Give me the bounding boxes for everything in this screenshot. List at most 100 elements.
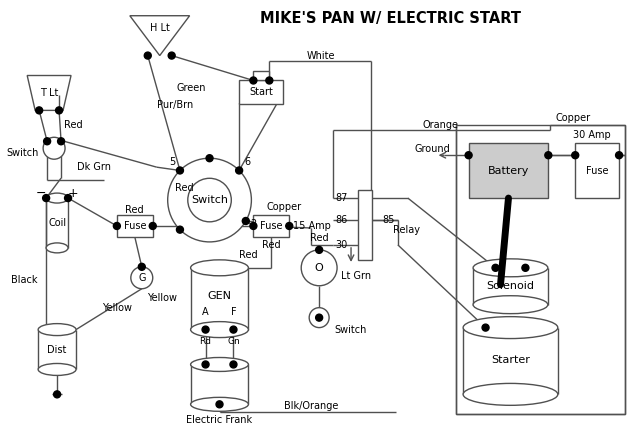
Text: GEN: GEN bbox=[207, 291, 232, 301]
Circle shape bbox=[168, 52, 175, 59]
Bar bbox=[575, 143, 619, 198]
Text: 2: 2 bbox=[251, 219, 257, 229]
Circle shape bbox=[188, 178, 231, 222]
Bar bbox=[468, 143, 548, 198]
Ellipse shape bbox=[191, 260, 248, 276]
Circle shape bbox=[616, 152, 623, 159]
Circle shape bbox=[216, 401, 223, 408]
Text: Black: Black bbox=[11, 275, 37, 285]
Text: Dist: Dist bbox=[47, 345, 67, 355]
Circle shape bbox=[54, 391, 61, 398]
Circle shape bbox=[482, 324, 489, 331]
Text: 87: 87 bbox=[335, 193, 348, 203]
Circle shape bbox=[43, 194, 50, 201]
Text: 30 Amp: 30 Amp bbox=[573, 130, 611, 140]
Text: White: White bbox=[307, 51, 335, 61]
Bar bbox=[253, 215, 289, 237]
Circle shape bbox=[301, 250, 337, 286]
Text: Red: Red bbox=[125, 205, 144, 215]
Text: Blk/Orange: Blk/Orange bbox=[284, 401, 339, 411]
Text: 6: 6 bbox=[244, 158, 250, 168]
Text: Switch: Switch bbox=[7, 148, 39, 158]
Text: 30: 30 bbox=[336, 240, 348, 250]
Ellipse shape bbox=[191, 358, 248, 372]
Ellipse shape bbox=[46, 193, 68, 203]
Text: Red: Red bbox=[175, 184, 193, 194]
Circle shape bbox=[236, 167, 243, 174]
Circle shape bbox=[168, 158, 252, 242]
Text: F: F bbox=[230, 307, 236, 317]
Circle shape bbox=[138, 263, 145, 270]
Circle shape bbox=[202, 326, 209, 333]
Text: Red: Red bbox=[64, 120, 83, 130]
Bar bbox=[358, 190, 372, 260]
Text: Red: Red bbox=[239, 250, 258, 260]
Text: Relay: Relay bbox=[393, 225, 420, 235]
Text: Fuse: Fuse bbox=[124, 221, 146, 231]
Text: MIKE'S PAN W/ ELECTRIC START: MIKE'S PAN W/ ELECTRIC START bbox=[260, 11, 522, 26]
Text: Red: Red bbox=[310, 233, 328, 243]
Ellipse shape bbox=[191, 322, 248, 338]
Text: Rd: Rd bbox=[200, 337, 212, 346]
Ellipse shape bbox=[463, 317, 558, 339]
Circle shape bbox=[43, 137, 65, 159]
Text: Lt Grn: Lt Grn bbox=[341, 271, 371, 281]
Text: +: + bbox=[68, 187, 78, 200]
Bar bbox=[239, 81, 284, 104]
Text: Switch: Switch bbox=[334, 325, 367, 335]
Ellipse shape bbox=[463, 383, 558, 405]
Text: −: − bbox=[36, 187, 46, 200]
Ellipse shape bbox=[191, 397, 248, 411]
Circle shape bbox=[250, 77, 257, 84]
Circle shape bbox=[492, 264, 499, 271]
Circle shape bbox=[250, 223, 257, 229]
Ellipse shape bbox=[473, 259, 548, 277]
Text: Copper: Copper bbox=[556, 113, 591, 123]
Ellipse shape bbox=[473, 296, 548, 313]
Circle shape bbox=[177, 167, 184, 174]
Text: Green: Green bbox=[177, 84, 206, 94]
Text: 85: 85 bbox=[382, 215, 394, 225]
Text: Coil: Coil bbox=[48, 218, 66, 228]
Circle shape bbox=[202, 361, 209, 368]
Circle shape bbox=[465, 152, 472, 159]
Text: Electric Frank: Electric Frank bbox=[186, 415, 253, 425]
Bar bbox=[456, 125, 625, 414]
Circle shape bbox=[230, 326, 237, 333]
Circle shape bbox=[206, 155, 213, 162]
Circle shape bbox=[309, 308, 329, 328]
Text: Starter: Starter bbox=[491, 355, 530, 365]
Text: G: G bbox=[138, 273, 145, 283]
Text: Battery: Battery bbox=[488, 166, 529, 176]
Circle shape bbox=[177, 226, 184, 233]
Text: Ground: Ground bbox=[415, 144, 451, 154]
Text: A: A bbox=[202, 307, 209, 317]
Circle shape bbox=[58, 138, 65, 145]
Text: Solenoid: Solenoid bbox=[486, 281, 534, 291]
Text: 5: 5 bbox=[169, 158, 175, 168]
Ellipse shape bbox=[38, 323, 76, 336]
Circle shape bbox=[113, 223, 120, 229]
Text: Dk Grn: Dk Grn bbox=[77, 162, 111, 172]
Text: Red: Red bbox=[262, 240, 280, 250]
Text: Yellow: Yellow bbox=[102, 303, 132, 313]
Text: Orange: Orange bbox=[422, 120, 459, 130]
Circle shape bbox=[144, 52, 151, 59]
Circle shape bbox=[149, 223, 156, 229]
Circle shape bbox=[286, 223, 292, 229]
Bar bbox=[253, 71, 269, 81]
Text: H Lt: H Lt bbox=[150, 23, 170, 32]
Text: Yellow: Yellow bbox=[147, 293, 177, 303]
Circle shape bbox=[131, 267, 153, 289]
Circle shape bbox=[243, 217, 249, 224]
Circle shape bbox=[266, 77, 273, 84]
Text: 86: 86 bbox=[336, 215, 348, 225]
Text: O: O bbox=[315, 263, 324, 273]
Circle shape bbox=[56, 107, 63, 114]
Circle shape bbox=[522, 264, 529, 271]
Text: 15 Amp: 15 Amp bbox=[293, 221, 331, 231]
Circle shape bbox=[36, 107, 43, 114]
Circle shape bbox=[316, 246, 323, 253]
Text: Switch: Switch bbox=[191, 195, 228, 205]
Text: Start: Start bbox=[250, 87, 273, 97]
